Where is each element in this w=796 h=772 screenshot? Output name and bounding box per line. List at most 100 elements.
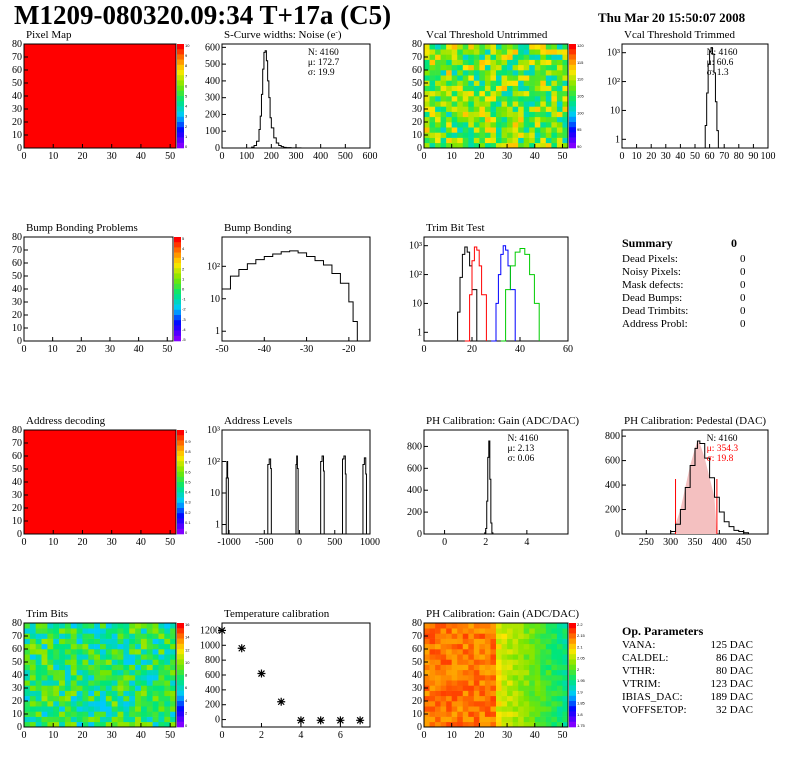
- heatmap-cell: [424, 649, 430, 655]
- heatmap-cell: [123, 669, 130, 676]
- heatmap-cell: [76, 654, 83, 660]
- heatmap-cell: [424, 90, 430, 97]
- y-tick-label: 800: [205, 655, 220, 666]
- palette-segment: [174, 278, 181, 285]
- heatmap-cell: [429, 96, 436, 102]
- heatmap-cell: [435, 633, 441, 639]
- heatmap-cell: [529, 116, 536, 123]
- heatmap-cell: [501, 64, 508, 71]
- heatmap-cell: [64, 649, 72, 655]
- heatmap-cell: [540, 116, 547, 123]
- heatmap-cell: [152, 628, 159, 634]
- heatmap-cell: [24, 701, 31, 707]
- heatmap-cell: [435, 80, 441, 86]
- heatmap-cell: [53, 701, 60, 707]
- heatmap-cell: [512, 706, 519, 712]
- heatmap-cell: [41, 638, 48, 645]
- heatmap-cell: [468, 96, 475, 102]
- heatmap-cell: [545, 659, 552, 665]
- heatmap-cell: [523, 64, 530, 71]
- heatmap-cell: [473, 716, 480, 723]
- heatmap-cell: [451, 137, 458, 144]
- palette-segment: [177, 111, 184, 118]
- heatmap-cell: [135, 638, 142, 645]
- heatmap-cell: [501, 44, 508, 50]
- summary-title: Summary: [622, 236, 673, 250]
- heatmap-cell: [105, 690, 112, 697]
- heatmap-cell: [446, 721, 452, 728]
- heatmap-cell: [473, 721, 480, 728]
- heatmap-cell: [123, 685, 130, 691]
- heatmap-cell: [540, 701, 547, 707]
- heatmap-cell: [41, 628, 48, 634]
- palette-label: 0.9: [185, 439, 191, 444]
- y-tick-label: 300: [205, 93, 220, 104]
- heatmap-cell: [35, 633, 42, 639]
- y-tick-label: 20: [12, 696, 22, 707]
- heatmap-cell: [496, 669, 502, 676]
- heatmap-cell: [140, 685, 148, 691]
- heatmap-cell: [105, 701, 112, 707]
- x-tick-label: 500: [327, 537, 342, 548]
- heatmap-cell: [146, 711, 153, 717]
- heatmap-cell: [551, 633, 558, 639]
- heatmap-cell: [501, 127, 508, 133]
- heatmap-cell: [512, 59, 519, 66]
- heatmap-cell: [152, 664, 159, 671]
- heatmap-cell: [518, 49, 524, 55]
- heatmap-cell: [545, 675, 552, 681]
- x-tick-label: 10: [447, 730, 457, 741]
- chart-title: PH Calibration: Gain (ADC/DAC): [426, 608, 579, 620]
- heatmap-cell: [512, 54, 519, 60]
- heatmap-cell: [170, 649, 177, 655]
- heatmap-cell: [111, 654, 118, 660]
- heatmap-cell: [545, 54, 552, 60]
- heatmap-cell: [429, 638, 436, 645]
- y-tick-label: 70: [412, 52, 422, 63]
- heatmap-cell: [501, 142, 508, 149]
- heatmap-cell: [440, 59, 447, 66]
- heatmap-cell: [468, 106, 475, 112]
- palette-label: 2: [185, 124, 188, 129]
- heatmap-cell: [484, 75, 491, 81]
- heatmap-cell: [473, 137, 480, 144]
- heatmap-cell: [479, 695, 486, 702]
- palette-segment: [569, 122, 576, 128]
- heatmap-cell: [534, 695, 541, 702]
- heatmap-cell: [540, 64, 547, 71]
- heatmap-cell: [518, 142, 524, 149]
- heatmap-cell: [556, 695, 563, 702]
- heatmap-cell: [473, 695, 480, 702]
- heatmap-cell: [64, 706, 72, 712]
- y-tick-label: 80: [12, 232, 22, 243]
- heatmap-cell: [490, 59, 497, 66]
- heatmap-cell: [473, 116, 480, 123]
- heatmap-cell: [512, 643, 519, 650]
- heatmap-cell: [35, 675, 42, 681]
- chart-vcal-untrimmed: Vcal Threshold Untrimmed1201151101051009…: [412, 29, 584, 162]
- palette-label: 115: [577, 60, 584, 65]
- heatmap-cell: [440, 685, 447, 691]
- palette-label: 90: [577, 144, 582, 149]
- heatmap-cell: [462, 101, 469, 107]
- heatmap-cell: [490, 716, 497, 723]
- x-tick-label: 100: [239, 151, 254, 162]
- heatmap-cell: [556, 132, 563, 138]
- heatmap-cell: [529, 122, 536, 128]
- x-tick-label: 20: [77, 537, 87, 548]
- heatmap-cell: [158, 711, 165, 717]
- heatmap-cell: [534, 137, 541, 144]
- heatmap-cell: [518, 137, 524, 144]
- heatmap-cell: [523, 90, 530, 97]
- heatmap-cell: [429, 711, 436, 717]
- heatmap-cell: [540, 643, 547, 650]
- palette-segment: [177, 654, 184, 660]
- heatmap-cell: [446, 132, 452, 138]
- heatmap-cell: [88, 623, 95, 629]
- heatmap-cell: [484, 695, 491, 702]
- chart-title: Bump Bonding Problems: [26, 222, 138, 234]
- heatmap-cell: [451, 633, 458, 639]
- heatmap-cell: [512, 675, 519, 681]
- heatmap-cell: [88, 701, 95, 707]
- heatmap-cell: [424, 675, 430, 681]
